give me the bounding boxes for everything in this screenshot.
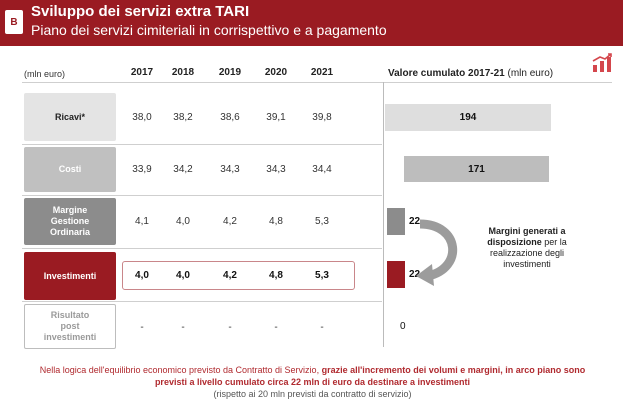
table-cell: 38,0: [132, 112, 152, 123]
divider: [22, 301, 382, 302]
cumulative-bar-investimenti: [387, 261, 405, 288]
row-label-line: post: [60, 321, 80, 331]
row-label-risultato: Risultato post investimenti: [24, 304, 116, 349]
table-cell: 34,3: [220, 164, 240, 175]
section-badge: B: [5, 10, 23, 34]
investimenti-highlight-frame: [122, 261, 355, 290]
table-cell: 34,2: [173, 164, 193, 175]
cumulative-title-bold: Valore cumulato 2017-21: [388, 68, 505, 79]
year-header: 2018: [171, 67, 195, 78]
row-label-line: Risultato: [50, 310, 90, 320]
cumulative-value: 22: [409, 269, 421, 280]
row-label-line: Margine: [52, 205, 88, 215]
row-label-costi: Costi: [24, 147, 116, 192]
chart-logo-icon: [592, 53, 612, 72]
table-cell: 38,6: [220, 112, 240, 123]
table-cell: -: [228, 322, 232, 333]
table-cell: 34,4: [312, 164, 332, 175]
header-bar: B Sviluppo dei servizi extra TARI Piano …: [0, 0, 623, 46]
divider: [22, 195, 382, 196]
year-header: 2019: [218, 67, 242, 78]
cumulative-bar-costi: 171: [404, 156, 549, 182]
table-cell: 5,3: [315, 216, 329, 227]
table-cell: 4,8: [269, 270, 283, 281]
row-label-ricavi: Ricavi*: [24, 93, 116, 141]
cumulative-value: 22: [409, 216, 421, 227]
curved-arrow-icon: [416, 219, 457, 286]
row-label-line: Gestione: [50, 216, 90, 226]
footer-bold: grazie all'incremento dei volumi e margi…: [154, 365, 586, 387]
row-label-investimenti: Investimenti: [24, 252, 116, 300]
side-note: Margini generati a disposizione per la r…: [477, 226, 577, 270]
cumulative-value: 194: [459, 112, 477, 123]
table-cell: 4,0: [176, 270, 190, 281]
table-cell: 33,9: [132, 164, 152, 175]
table-cell: 5,3: [315, 270, 329, 281]
table-cell: 4,0: [176, 216, 190, 227]
cumulative-bar-ricavi: 194: [385, 104, 551, 131]
footer-text: Nella logica dell'equilibrio economico p…: [39, 365, 322, 375]
cumulative-title-unit: (mln euro): [507, 68, 554, 79]
row-label-line: investimenti: [43, 332, 97, 342]
cumulative-bar-margine: [387, 208, 405, 235]
table-cell: 39,1: [266, 112, 286, 123]
footer-paren: (rispetto ai 20 mln previsti da contratt…: [213, 389, 412, 399]
divider: [22, 144, 382, 145]
year-header: 2017: [130, 67, 154, 78]
row-label-margine: Margine Gestione Ordinaria: [24, 198, 116, 245]
year-header: 2020: [264, 67, 288, 78]
table-cell: 4,2: [223, 270, 237, 281]
table-cell: -: [140, 322, 144, 333]
year-header: 2021: [310, 67, 334, 78]
table-cell: 4,0: [135, 270, 149, 281]
row-label-line: Ordinaria: [49, 227, 90, 237]
table-cell: 4,1: [135, 216, 149, 227]
side-note-rest: per la realizzazione degli investimenti: [489, 237, 567, 269]
table-cell: -: [274, 322, 278, 333]
cumulative-value: 0: [400, 321, 406, 332]
page-title: Sviluppo dei servizi extra TARI: [31, 3, 250, 20]
table-cell: 39,8: [312, 112, 332, 123]
page-subtitle: Piano dei servizi cimiteriali in corrisp…: [31, 22, 387, 38]
table-cell: -: [320, 322, 324, 333]
unit-label: (mln euro): [24, 69, 66, 79]
table-cell: 34,3: [266, 164, 286, 175]
table-cell: 4,2: [223, 216, 237, 227]
divider: [22, 248, 382, 249]
axis-line: [383, 82, 384, 347]
cumulative-value: 171: [468, 163, 485, 175]
table-cell: 4,8: [269, 216, 283, 227]
side-note-bold: Margini generati a disposizione: [487, 226, 566, 247]
footer-note: Nella logica dell'equilibrio economico p…: [30, 364, 595, 400]
table-cell: 38,2: [173, 112, 193, 123]
table-cell: -: [181, 322, 185, 333]
cumulative-title: Valore cumulato 2017-21 (mln euro): [388, 68, 553, 79]
divider: [22, 82, 612, 83]
